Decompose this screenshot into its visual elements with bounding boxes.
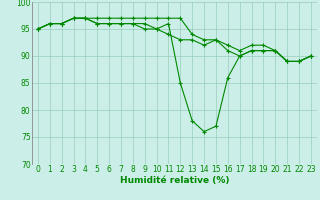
X-axis label: Humidité relative (%): Humidité relative (%) <box>120 176 229 185</box>
